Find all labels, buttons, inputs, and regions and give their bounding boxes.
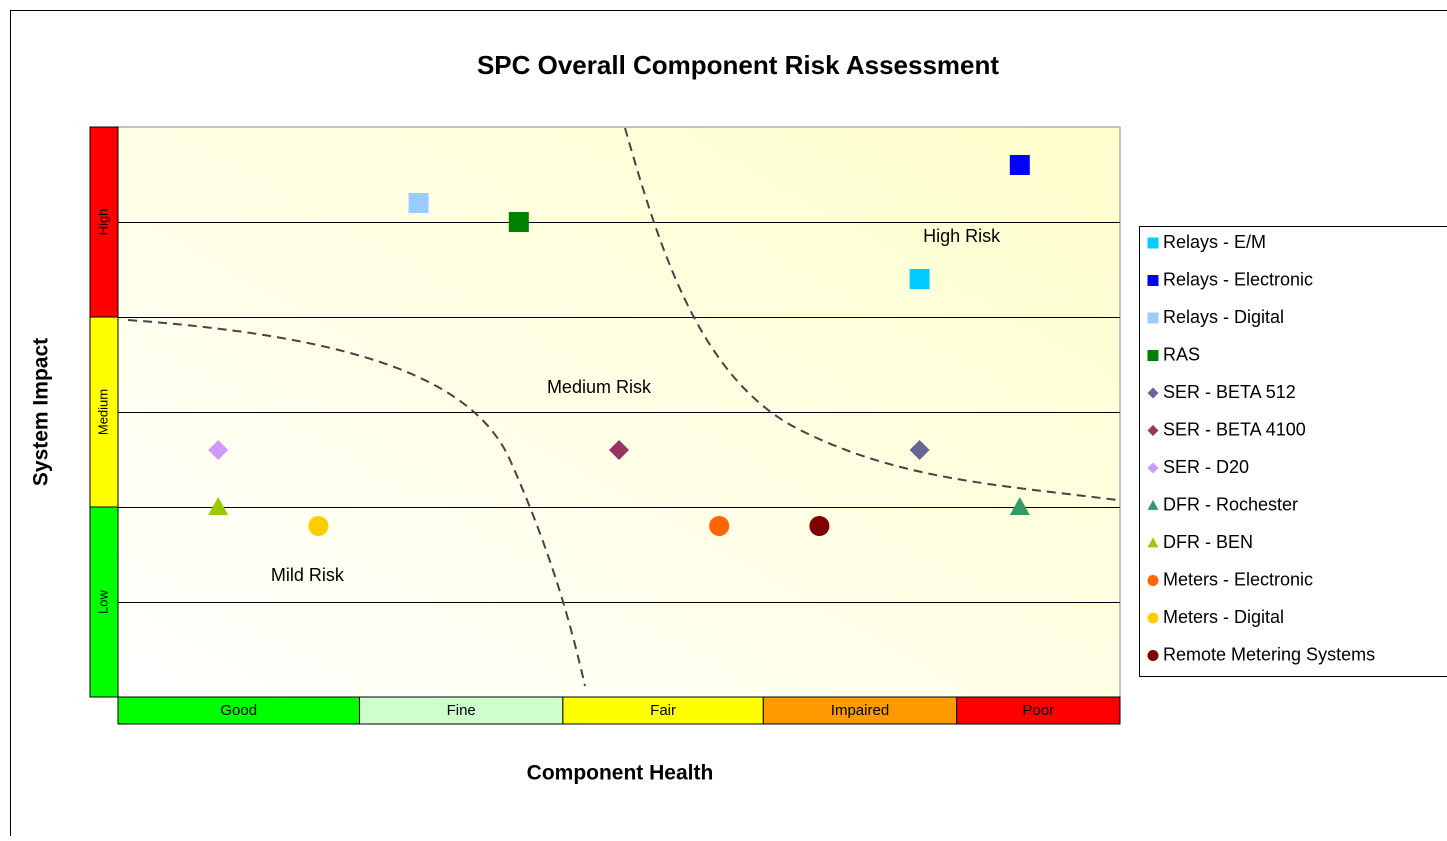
legend-label: Meters - Electronic (1163, 569, 1313, 589)
legend-marker (1148, 275, 1159, 286)
legend-label: Relays - Digital (1163, 307, 1284, 327)
legend-label: SER - D20 (1163, 457, 1249, 477)
legend-label: SER - BETA 4100 (1163, 419, 1306, 439)
data-point (509, 212, 529, 232)
data-point (809, 516, 829, 536)
annotation: Mild Risk (271, 565, 345, 585)
data-point (308, 516, 328, 536)
legend-marker (1148, 350, 1159, 361)
y-band-label: Low (95, 589, 110, 613)
legend-label: RAS (1163, 344, 1200, 364)
annotation: High Risk (923, 226, 1001, 246)
y-band-label: Medium (95, 389, 110, 435)
legend-marker (1148, 575, 1159, 586)
legend-label: DFR - Rochester (1163, 494, 1298, 514)
data-point (409, 193, 429, 213)
legend-label: Meters - Digital (1163, 607, 1284, 627)
legend-label: Relays - Electronic (1163, 269, 1313, 289)
data-point (1010, 155, 1030, 175)
x-band-label: Poor (1022, 702, 1054, 719)
x-band-label: Impaired (831, 702, 889, 719)
legend-marker (1148, 650, 1159, 661)
y-band-label: High (95, 209, 110, 236)
legend-label: DFR - BEN (1163, 532, 1253, 552)
x-band-label: Fair (650, 702, 676, 719)
annotation: Medium Risk (547, 377, 652, 397)
legend-label: Remote Metering Systems (1163, 644, 1375, 664)
y-axis-title: System Impact (30, 338, 53, 486)
x-band-label: Fine (447, 702, 476, 719)
legend-label: Relays - E/M (1163, 232, 1266, 252)
legend-label: SER - BETA 512 (1163, 382, 1296, 402)
x-band-label: Good (220, 702, 257, 719)
chart-title: SPC Overall Component Risk Assessment (477, 50, 999, 80)
data-point (709, 516, 729, 536)
legend-marker (1148, 613, 1159, 624)
legend-marker (1148, 313, 1159, 324)
x-axis-title: Component Health (527, 762, 714, 785)
legend-marker (1148, 238, 1159, 249)
data-point (910, 269, 930, 289)
